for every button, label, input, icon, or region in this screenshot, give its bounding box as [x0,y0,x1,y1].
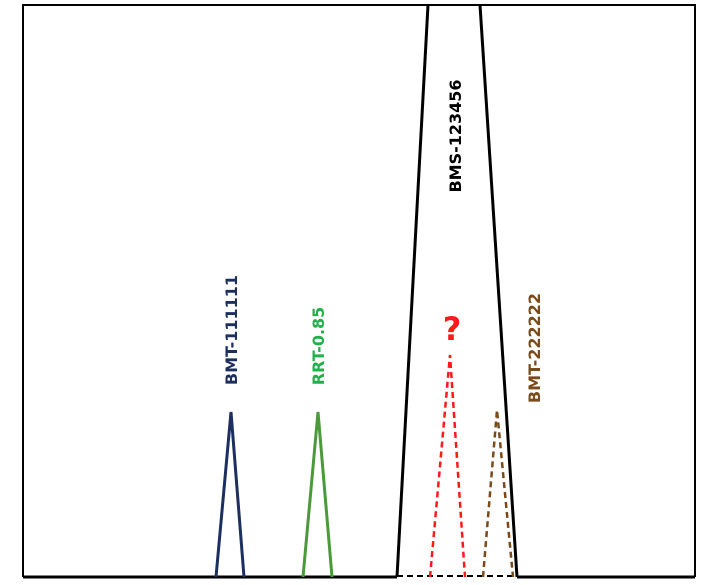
peak-label: RRT-0.85 [309,307,328,386]
peak-label: BMT-111111 [222,275,241,385]
main-peak-left [395,4,430,578]
peak-green [301,411,334,578]
unknown-label: ? [443,310,462,348]
frame [22,4,696,577]
peak-brown [481,409,515,578]
peak-unknown [428,354,467,578]
peak-blue [214,411,246,578]
main-peak-right [478,4,519,578]
peak-label: BMT-222222 [525,293,544,403]
peak-label: BMS-123456 [446,79,465,192]
